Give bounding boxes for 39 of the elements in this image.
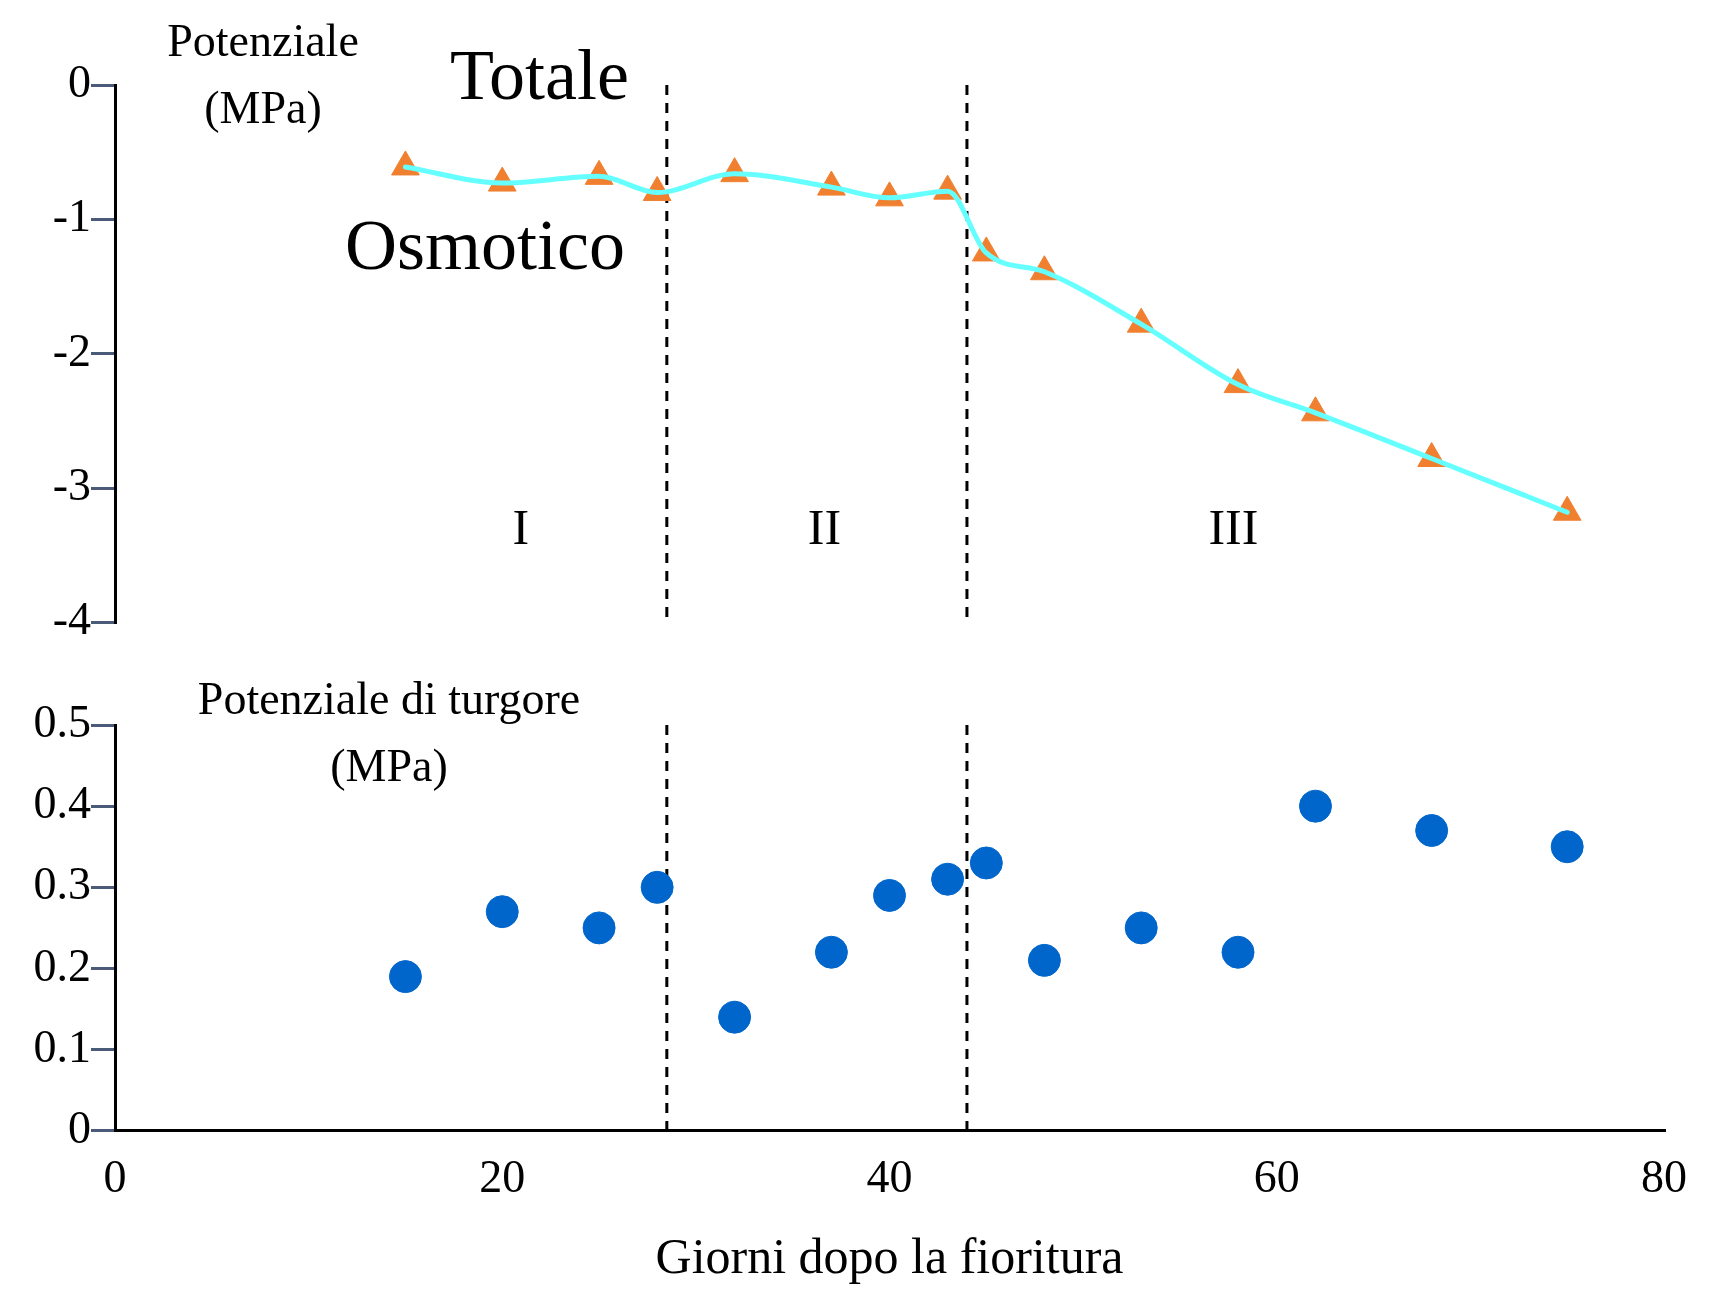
x-tick-label: 40: [866, 1151, 913, 1203]
point: [1415, 814, 1449, 848]
point: [931, 862, 965, 896]
y-tick-label: 0.4: [33, 777, 91, 829]
y-tick-label: -2: [52, 324, 91, 376]
y-tick-label: 0.5: [33, 696, 91, 748]
point: [640, 870, 674, 904]
point: [969, 846, 1003, 880]
point: [1298, 789, 1332, 823]
point: [814, 935, 848, 969]
x-tick-label: 80: [1641, 1151, 1687, 1203]
point: [1027, 943, 1061, 977]
y-tick-label: 0: [68, 56, 91, 108]
series-label: Osmotico: [345, 204, 625, 285]
y-tick-label: -1: [52, 190, 91, 242]
y-tick-label: 0.3: [33, 858, 91, 910]
y-tick-label: 0: [68, 1101, 91, 1153]
series-label: Totale: [450, 34, 629, 115]
point: [1221, 935, 1255, 969]
x-tick-label: 20: [479, 1151, 526, 1203]
y-tick-label: 0.1: [33, 1020, 91, 1072]
point: [1124, 911, 1158, 945]
point: [582, 911, 616, 945]
annotation: I: [512, 499, 530, 556]
y-tick-label: -3: [52, 459, 91, 511]
y-tick-label: 0.2: [33, 939, 91, 991]
point: [1550, 830, 1584, 864]
point: [873, 878, 906, 912]
y-axis-title: Potenziale (MPa): [167, 14, 359, 135]
y-tick-label: -4: [52, 593, 91, 645]
x-tick-label: 0: [103, 1151, 127, 1203]
x-tick-label: 60: [1253, 1151, 1300, 1203]
point: [388, 960, 422, 994]
point: [718, 1000, 752, 1034]
y-axis-title: Potenziale di turgore (MPa): [197, 672, 581, 793]
x-axis-title: Giorni dopo la fioritura: [655, 1228, 1124, 1285]
annotation: II: [807, 499, 842, 556]
annotation: III: [1208, 499, 1259, 556]
point: [485, 895, 519, 929]
